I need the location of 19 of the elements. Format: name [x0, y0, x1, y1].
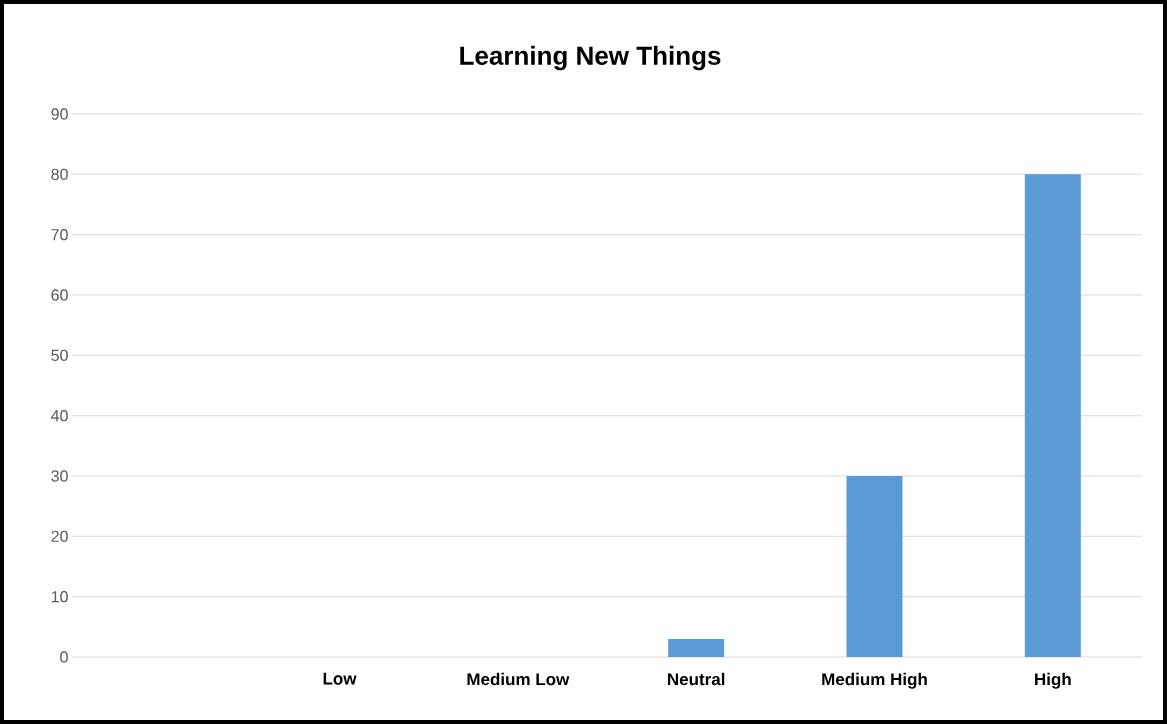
bar	[1024, 174, 1081, 657]
y-tick-label: 80	[51, 168, 68, 180]
x-tick-label: High	[1035, 672, 1071, 689]
x-tick-label: Neutral	[668, 672, 725, 686]
y-tick-label: 30	[51, 470, 68, 482]
y-tick-label: 10	[51, 591, 68, 603]
x-tick-label: Medium Low	[467, 672, 570, 686]
chart-title: Learning New Things	[460, 45, 721, 71]
y-tick-label: 20	[51, 530, 68, 542]
y-tick-label: 90	[51, 108, 68, 120]
bar	[668, 638, 725, 657]
y-tick-label: 50	[51, 349, 68, 361]
x-tick-label: Medium High	[822, 672, 927, 689]
y-tick-label: 70	[51, 229, 68, 241]
x-tick-label: Low	[323, 672, 357, 685]
y-tick-label: 60	[51, 289, 68, 301]
bar	[846, 476, 903, 657]
y-tick-label: 40	[51, 410, 68, 422]
y-tick-label: 0	[60, 651, 68, 663]
